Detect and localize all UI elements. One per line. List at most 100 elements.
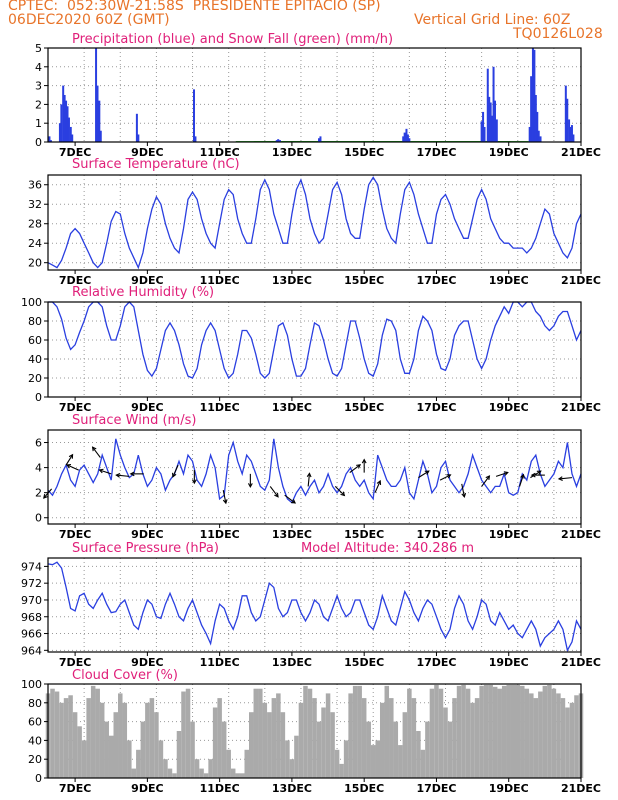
cloud-bar [208,759,213,778]
precip-bar [482,111,485,142]
precip-bar [66,106,69,142]
y-tick-label: 40 [28,353,42,366]
x-tick-label: 13DEC [272,656,312,669]
cloud-bar [86,698,91,778]
x-tick-label: 7DEC [59,782,91,795]
precip-bar [537,130,540,142]
plot-frame [47,47,582,143]
cloud-bar [515,684,521,778]
x-tick-label: 17DEC [416,146,456,159]
x-tick-label: 11DEC [200,782,240,795]
cloud-plot: 0 20 40 60 80 100 7DEC 9DEC 11DEC 13DEC 15DEC 17DEC… [21,678,601,795]
cloud-bar [154,712,159,778]
cloud-bar [221,721,227,778]
y-tick-label: 964 [21,644,42,657]
wind-arrow-head [65,464,72,469]
wind-arrow-shaft [418,470,430,479]
cloud-bar [72,712,78,778]
wind-plot: 0 2 4 6 7DEC 9DEC 11DEC 13DEC 15DEC 17DEC 19DEC 21D… [35,429,601,541]
precip-bar [531,48,534,142]
wind-arrow-shaft [307,473,311,487]
precip-bar [492,66,495,142]
cloud-bar [370,745,376,778]
cloud-bar [158,740,164,778]
wind-arrow-shaft [530,470,542,479]
y-tick-label: 0 [35,512,42,525]
wind-arrow-head [557,476,563,481]
x-tick-label: 19DEC [489,782,529,795]
cloud-bar [145,702,150,778]
wind-arrow-head [424,470,430,475]
cloud-bar [230,768,236,778]
cloud-bar [425,721,430,778]
precip-plot: 0 1 2 3 4 5 7DEC 9DEC 11DEC 13DEC 15DEC 17DEC 19DEC 2… [35,42,601,159]
precip-bar [318,138,321,142]
wind-arrow-head [191,479,197,485]
cloud-bar [113,712,119,778]
y-tick-label: 60 [28,334,42,347]
precip-bar [95,48,98,142]
precip-bar [564,85,567,142]
rh-series-line [48,301,582,380]
cloud-bar [565,707,570,778]
y-tick-label: 40 [28,734,42,747]
x-tick-label: 7DEC [59,274,91,287]
precip-bar [533,49,536,142]
y-tick-label: 80 [28,315,42,328]
y-tick-label: 974 [21,560,42,573]
precip-bar [277,139,280,142]
wind-arrow-head [536,470,542,475]
cloud-bar [131,768,137,778]
x-tick-label: 17DEC [416,528,456,541]
cloud-bar [136,749,141,778]
precip-bar [192,89,195,142]
x-tick-label: 21DEC [561,656,601,669]
y-tick-label: 32 [28,198,42,211]
wind-arrow-shaft [92,446,101,458]
x-tick-label: 13DEC [272,274,312,287]
y-tick-label: 2 [35,487,42,500]
temp-series-line [47,176,582,270]
wind-arrow-head [291,499,297,504]
cloud-bar [456,685,462,778]
cloud-bar [542,685,548,778]
cloud-bar [294,735,299,778]
wind-arrow-head [172,472,177,478]
precip-bar [405,128,408,142]
plot-frame [47,683,582,779]
cloud-bar [68,695,73,778]
cloud-bar [533,698,539,778]
cloud-bar [253,688,259,778]
cloud-bar [244,749,250,778]
cloud-bar [276,693,281,778]
temp-plot: 20 24 28 32 36 7DEC 9DEC 11DEC 13DEC 15DEC 17DEC 19… [28,174,601,287]
pres-plot: 964 966 968 970 972 974 7DEC 9DEC 11DEC 13DEC 15DE… [21,557,601,669]
cloud-bar [185,688,191,778]
cloud-bar [452,698,457,778]
cloud-bar [343,740,349,778]
precip-bar [62,85,65,142]
cloud-title: Cloud Cover (%) [72,668,178,683]
cloud-bar [361,698,367,778]
x-tick-label: 21DEC [561,146,601,159]
wind-arrow-head [91,446,97,452]
precip-bar [406,134,409,142]
x-tick-label: 21DEC [561,401,601,414]
cloud-bar [172,773,177,778]
wind-title: Surface Wind (m/s) [72,413,196,428]
wind-arrow-head [503,471,509,476]
cloud-bar [99,702,105,778]
y-tick-label: 4 [35,462,42,475]
cloud-bar [149,698,155,778]
panel-wind: Surface Wind (m/s) 0 2 4 6 7DEC 9DEC 11DEC 13DE… [35,413,601,541]
temp-title: Surface Temperature (nC) [72,157,240,172]
precip-bar [63,95,66,142]
precip-bar [58,123,61,142]
wind-arrow-shaft [284,494,296,504]
wind-series-line [47,438,582,504]
precip-bar [495,119,498,142]
cloud-bar [334,749,340,778]
cloud-bar [63,698,69,778]
precip-bar [493,100,496,142]
